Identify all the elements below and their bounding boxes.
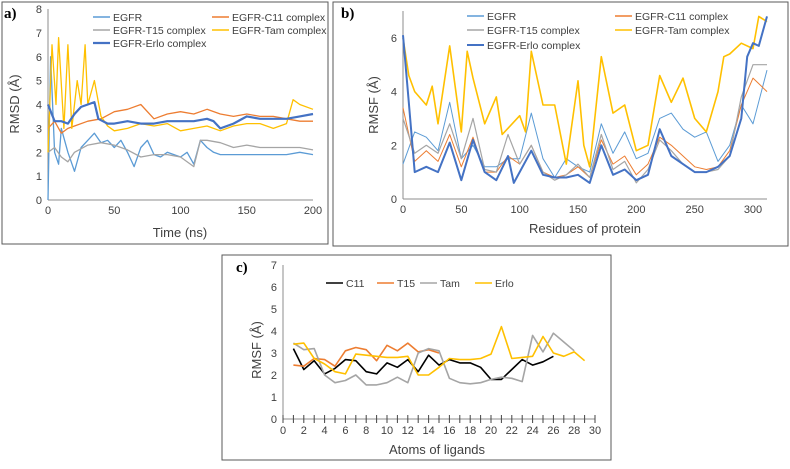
panel-b-legend-label-egfr-t15-complex: EGFR-T15 complex bbox=[487, 25, 581, 37]
panel-c-legend-label-erlo: Erlo bbox=[495, 278, 514, 290]
panel-a-x-axis-label: Time (ns) bbox=[153, 225, 207, 240]
panel-c-legend-label-t15: T15 bbox=[397, 278, 415, 290]
panel-b-series-egfr bbox=[402, 69, 768, 178]
panel-c-frame bbox=[221, 254, 612, 461]
panel-b-legend-label-egfr: EGFR bbox=[487, 11, 517, 23]
panel-a-legend-label-egfr-c11-complex: EGFR-C11 complex bbox=[232, 12, 326, 24]
panel-a-legend-label-egfr: EGFR bbox=[113, 12, 143, 24]
panel-b-y-tick-label: 6 bbox=[391, 33, 397, 45]
panel-c-y-tick-label: 2 bbox=[271, 370, 277, 382]
panel-c-x-tick-label: 10 bbox=[381, 425, 393, 437]
panel-c-x-tick-label: 14 bbox=[422, 425, 434, 437]
panel-a-series-egfr-erlo-complex bbox=[46, 100, 314, 130]
panel-b-x-tick-label: 50 bbox=[455, 204, 467, 216]
panel-a-y-axis-label: RMSD (Å) bbox=[7, 74, 22, 133]
panel-a-x-tick-label: 200 bbox=[304, 205, 322, 217]
panel-c-x-tick-label: 18 bbox=[464, 425, 476, 437]
panel-b-x-axis-label: Residues of protein bbox=[529, 221, 641, 236]
panel-a-y-tick-label: 5 bbox=[36, 76, 42, 88]
panel-b-series-egfr-erlo-complex bbox=[402, 16, 768, 184]
panel-a-y-tick-label: 0 bbox=[36, 195, 42, 207]
panel-b-series-egfr-c11-complex bbox=[402, 77, 768, 178]
panel-a-x-tick-label: 150 bbox=[238, 205, 256, 217]
panel-a-y-tick-label: 3 bbox=[36, 123, 42, 135]
panel-a-y-tick-label: 8 bbox=[36, 4, 42, 16]
panel-a-frame bbox=[1, 1, 329, 245]
panel-c-x-tick-label: 0 bbox=[280, 425, 286, 437]
panel-c-y-axis-label: RMSF (Å) bbox=[249, 321, 264, 379]
panel-a-x-tick-label: 100 bbox=[171, 205, 189, 217]
panel-a-legend-label-egfr-tam-complex: EGFR-Tam complex bbox=[232, 25, 327, 37]
panel-b-x-tick-label: 150 bbox=[569, 204, 587, 216]
panel-a-label: a) bbox=[4, 6, 17, 22]
panel-c-legend-label-tam: Tam bbox=[440, 278, 460, 290]
panel-c-x-tick-label: 8 bbox=[363, 425, 369, 437]
panel-a-series-egfr bbox=[47, 56, 314, 201]
panel-c-x-tick-label: 24 bbox=[526, 425, 538, 437]
panel-a-rmsd-chart: a) Time (ns) RMSD (Å) 0 50 100 150 200 0 1 2 3 4 5… bbox=[1, 1, 329, 245]
panel-c-series-c11 bbox=[292, 348, 554, 381]
panel-c-y-tick-label: 4 bbox=[271, 326, 277, 338]
panel-c-x-tick-label: 16 bbox=[443, 425, 455, 437]
panel-c-x-axis-label: Atoms of ligands bbox=[389, 442, 486, 457]
panel-a-y-tick-label: 4 bbox=[36, 100, 42, 112]
panel-c-y-tick-label: 0 bbox=[271, 414, 277, 426]
panel-c-x-tick-label: 4 bbox=[322, 425, 328, 437]
panel-c-y-tick-label: 7 bbox=[271, 260, 277, 272]
panel-a-x-tick-label: 50 bbox=[108, 205, 120, 217]
panel-a-x-tick-label: 0 bbox=[45, 205, 51, 217]
panel-c-x-tick-label: 6 bbox=[342, 425, 348, 437]
panel-c-x-tick-label: 20 bbox=[485, 425, 497, 437]
panel-b-legend-label-egfr-c11-complex: EGFR-C11 complex bbox=[635, 11, 729, 23]
panel-c-x-tick-label: 26 bbox=[547, 425, 559, 437]
panel-c-x-tick-label: 2 bbox=[301, 425, 307, 437]
panel-b-legend-label-egfr-tam-complex: EGFR-Tam complex bbox=[635, 25, 730, 37]
panel-a-y-tick-label: 2 bbox=[36, 147, 42, 159]
panel-a-series-egfr-tam-complex bbox=[47, 37, 314, 153]
panel-c-rmsf-ligand-chart: c) Atoms of ligands RMSF (Å) 0 2 4 6 8 10 12 14… bbox=[221, 254, 612, 461]
panel-c-series-erlo bbox=[293, 325, 586, 376]
panel-b-x-tick-label: 100 bbox=[510, 204, 528, 216]
panel-c-y-tick-label: 1 bbox=[271, 392, 277, 404]
panel-b-y-axis-label: RMSF (Å) bbox=[366, 76, 381, 134]
panel-a-legend-label-egfr-t15-complex: EGFR-T15 complex bbox=[113, 25, 207, 37]
panel-c-y-tick-label: 6 bbox=[271, 282, 277, 294]
panel-c-label: c) bbox=[236, 260, 248, 276]
panel-a-series-egfr-t15-complex bbox=[47, 139, 314, 168]
panel-b-x-tick-label: 200 bbox=[627, 204, 645, 216]
panel-c-y-tick-label: 3 bbox=[271, 348, 277, 360]
panel-b-frame bbox=[332, 1, 789, 247]
panel-b-y-tick-label: 2 bbox=[391, 140, 397, 152]
panel-a-legend-label-egfr-erlo-complex: EGFR-Erlo complex bbox=[113, 38, 207, 50]
panel-b-x-tick-label: 300 bbox=[744, 204, 762, 216]
panel-c-series-tam bbox=[292, 332, 575, 386]
panel-b-legend-label-egfr-erlo-complex: EGFR-Erlo complex bbox=[487, 40, 581, 52]
panel-a-y-tick-label: 7 bbox=[36, 28, 42, 40]
panel-c-legend-label-c11: C11 bbox=[346, 278, 365, 290]
panel-b-label: b) bbox=[341, 6, 354, 22]
panel-b-x-tick-label: 0 bbox=[400, 204, 406, 216]
panel-b-rmsf-protein-chart: b) Residues of protein RMSF (Å) 0 50 100 15… bbox=[332, 1, 789, 247]
panel-c-x-tick-label: 12 bbox=[402, 425, 414, 437]
panel-c-x-tick-label: 28 bbox=[568, 425, 580, 437]
panel-b-y-tick-label: 4 bbox=[391, 87, 397, 99]
panel-b-series-egfr-tam-complex bbox=[402, 15, 768, 168]
panel-a-y-tick-label: 1 bbox=[36, 171, 42, 183]
panel-b-y-tick-label: 0 bbox=[391, 194, 397, 206]
panel-c-x-tick-label: 30 bbox=[589, 425, 601, 437]
panel-c-x-tick-label: 22 bbox=[506, 425, 518, 437]
panel-b-x-tick-label: 250 bbox=[685, 204, 703, 216]
panel-c-y-tick-label: 5 bbox=[271, 304, 277, 316]
panel-a-y-tick-label: 6 bbox=[36, 52, 42, 64]
